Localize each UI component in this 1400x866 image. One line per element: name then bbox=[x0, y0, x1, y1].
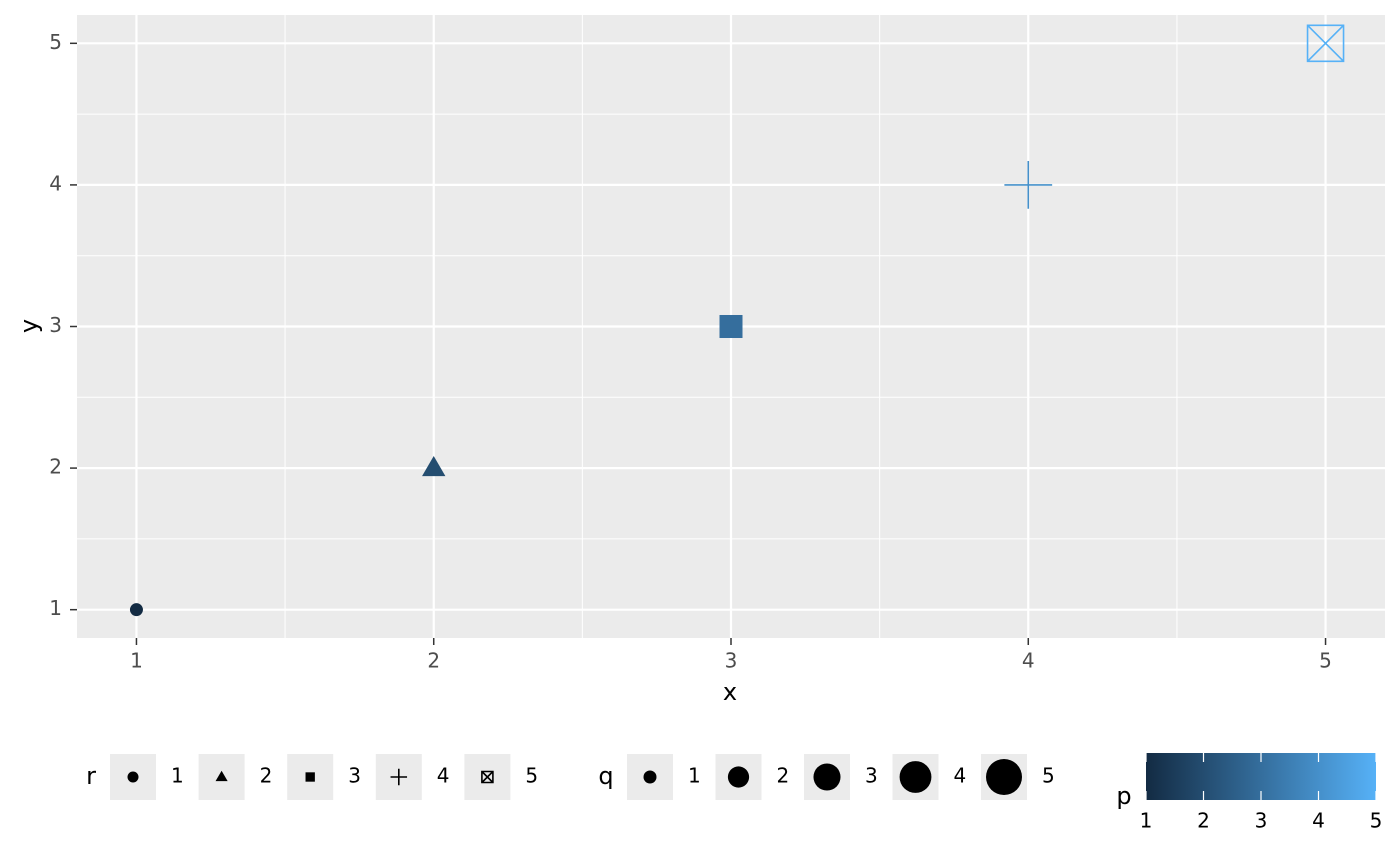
point-shape bbox=[129, 603, 143, 617]
legend-symbol bbox=[899, 761, 932, 793]
legend-symbol bbox=[813, 763, 841, 791]
legend-symbol bbox=[305, 772, 315, 782]
point-shape bbox=[305, 772, 315, 782]
legend-label: 5 bbox=[525, 764, 538, 788]
point-shape bbox=[481, 770, 494, 784]
y-tick-label: 3 bbox=[49, 313, 62, 337]
legend-label: 4 bbox=[954, 764, 967, 788]
colorbar-label: 1 bbox=[1140, 809, 1153, 833]
legend-title: q bbox=[598, 762, 613, 790]
point-shape bbox=[127, 771, 139, 783]
colorbar-label: 2 bbox=[1197, 809, 1210, 833]
x-tick-label: 1 bbox=[130, 649, 143, 673]
legend-label: 5 bbox=[1042, 764, 1055, 788]
legend-title: r bbox=[86, 762, 96, 790]
x-tick-label: 5 bbox=[1319, 649, 1332, 673]
x-tick-label: 2 bbox=[427, 649, 440, 673]
y-axis-title: y bbox=[15, 319, 43, 333]
y-tick-label: 4 bbox=[49, 171, 62, 195]
x-tick-label: 4 bbox=[1022, 649, 1035, 673]
legend-label: 3 bbox=[348, 764, 361, 788]
point-shape bbox=[215, 770, 228, 782]
point-shape bbox=[719, 314, 743, 339]
point-shape bbox=[1004, 161, 1053, 209]
y-tick-label: 1 bbox=[49, 596, 62, 620]
legend-label: 2 bbox=[260, 764, 273, 788]
y-tick-label: 2 bbox=[49, 455, 62, 479]
legend-symbol bbox=[643, 770, 657, 784]
point bbox=[1306, 24, 1345, 63]
legend-symbol bbox=[986, 759, 1022, 795]
x-axis-title: x bbox=[723, 678, 737, 706]
point bbox=[719, 314, 743, 339]
legend-title: p bbox=[1116, 782, 1131, 810]
legend-symbol bbox=[727, 766, 750, 788]
colorbar-label: 5 bbox=[1370, 809, 1383, 833]
legend-symbol bbox=[127, 771, 139, 783]
legend-symbol bbox=[481, 770, 494, 784]
legend-symbol bbox=[390, 768, 408, 786]
y-tick-label: 5 bbox=[49, 30, 62, 54]
legend-symbol bbox=[215, 770, 228, 782]
legend-label: 4 bbox=[437, 764, 450, 788]
point bbox=[1004, 161, 1053, 209]
point-shape bbox=[390, 768, 408, 786]
x-tick-label: 3 bbox=[725, 649, 738, 673]
point bbox=[422, 455, 446, 477]
legend-label: 1 bbox=[688, 764, 701, 788]
colorbar-label: 3 bbox=[1255, 809, 1268, 833]
point-shape bbox=[422, 455, 446, 477]
legend-label: 2 bbox=[777, 764, 790, 788]
point bbox=[129, 603, 143, 617]
colorbar-label: 4 bbox=[1312, 809, 1325, 833]
legend-label: 3 bbox=[865, 764, 878, 788]
legend-label: 1 bbox=[171, 764, 184, 788]
point-shape bbox=[1306, 24, 1345, 63]
